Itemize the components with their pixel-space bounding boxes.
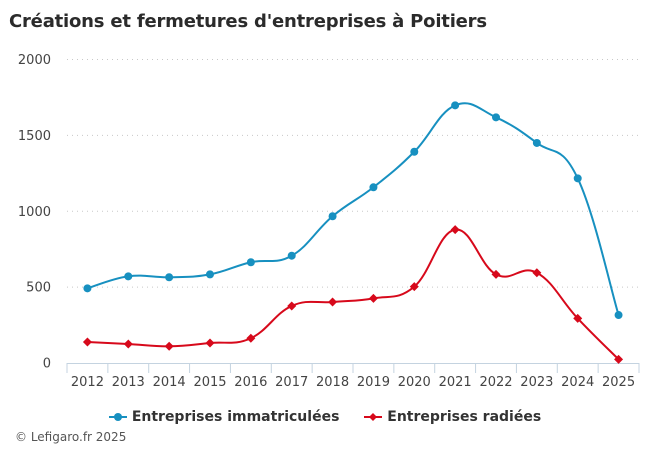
- x-tick-label: 2016: [234, 375, 267, 390]
- data-point: [164, 341, 174, 351]
- x-tick-label: 2021: [439, 375, 472, 390]
- data-point: [573, 313, 583, 323]
- legend-label: Entreprises immatriculées: [131, 409, 340, 425]
- x-tick-label: 2022: [479, 375, 512, 390]
- circle-marker-icon: [108, 413, 127, 421]
- chart-title: Créations et fermetures d'entreprises à …: [9, 11, 487, 32]
- data-point: [124, 272, 133, 281]
- gridlines: [67, 59, 639, 288]
- x-tick-label: 2015: [193, 375, 226, 390]
- data-point: [573, 174, 582, 183]
- data-point: [368, 293, 378, 303]
- series-line: [86, 228, 620, 361]
- x-axis: 2012 2013 2014 2015 2016 2017 2018 2019 2020 2021…: [66, 363, 640, 390]
- data-point: [165, 273, 174, 282]
- data-point: [82, 337, 92, 347]
- diamond-marker-icon: [364, 413, 383, 421]
- x-tick-label: 2012: [71, 375, 104, 390]
- data-point: [328, 297, 338, 307]
- y-tick-label: 2000: [18, 53, 51, 68]
- x-tick-label: 2025: [602, 375, 635, 390]
- data-point: [450, 225, 460, 235]
- data-point: [369, 183, 378, 192]
- data-point: [287, 301, 297, 311]
- credit: © Lefigaro.fr 2025: [15, 430, 127, 444]
- data-point: [451, 101, 460, 110]
- data-point: [83, 284, 92, 293]
- data-point: [123, 339, 133, 349]
- data-point: [491, 269, 501, 279]
- x-tick-label: 2018: [316, 375, 349, 390]
- data-point: [409, 282, 419, 292]
- data-point: [206, 270, 214, 279]
- x-tick-label: 2019: [357, 375, 390, 390]
- y-tick-label: 500: [26, 281, 51, 296]
- legend-item-immatriculees[interactable]: Entreprises immatriculées: [108, 409, 340, 425]
- data-point: [205, 338, 215, 348]
- data-point: [614, 354, 624, 364]
- legend: Entreprises immatriculées Entreprises ra…: [0, 409, 650, 428]
- x-tick-label: 2017: [275, 375, 308, 390]
- y-tick-label: 1000: [18, 205, 51, 220]
- legend-label: Entreprises radiées: [387, 409, 542, 425]
- x-tick-label: 2014: [153, 375, 186, 390]
- data-point: [492, 113, 500, 122]
- x-tick-label: 2020: [398, 375, 431, 390]
- x-tick-label: 2024: [561, 375, 594, 390]
- legend-item-radiees[interactable]: Entreprises radiées: [364, 409, 541, 425]
- y-axis: 0 500 1000 1500 2000: [18, 53, 51, 372]
- data-point: [246, 258, 255, 267]
- data-point: [410, 147, 419, 156]
- y-tick-label: 1500: [18, 129, 51, 144]
- x-tick-label: 2013: [112, 375, 145, 390]
- x-tick-label: 2023: [520, 375, 553, 390]
- data-point: [328, 212, 337, 221]
- data-point: [287, 251, 296, 260]
- series-layer: [82, 101, 624, 364]
- data-point: [614, 311, 623, 320]
- series-immatriculees: [83, 101, 623, 320]
- y-tick-label: 0: [43, 357, 51, 372]
- data-point: [532, 138, 541, 147]
- series-line: [86, 102, 620, 317]
- data-point: [532, 268, 542, 278]
- series-radiees: [82, 225, 624, 364]
- data-point: [246, 333, 256, 343]
